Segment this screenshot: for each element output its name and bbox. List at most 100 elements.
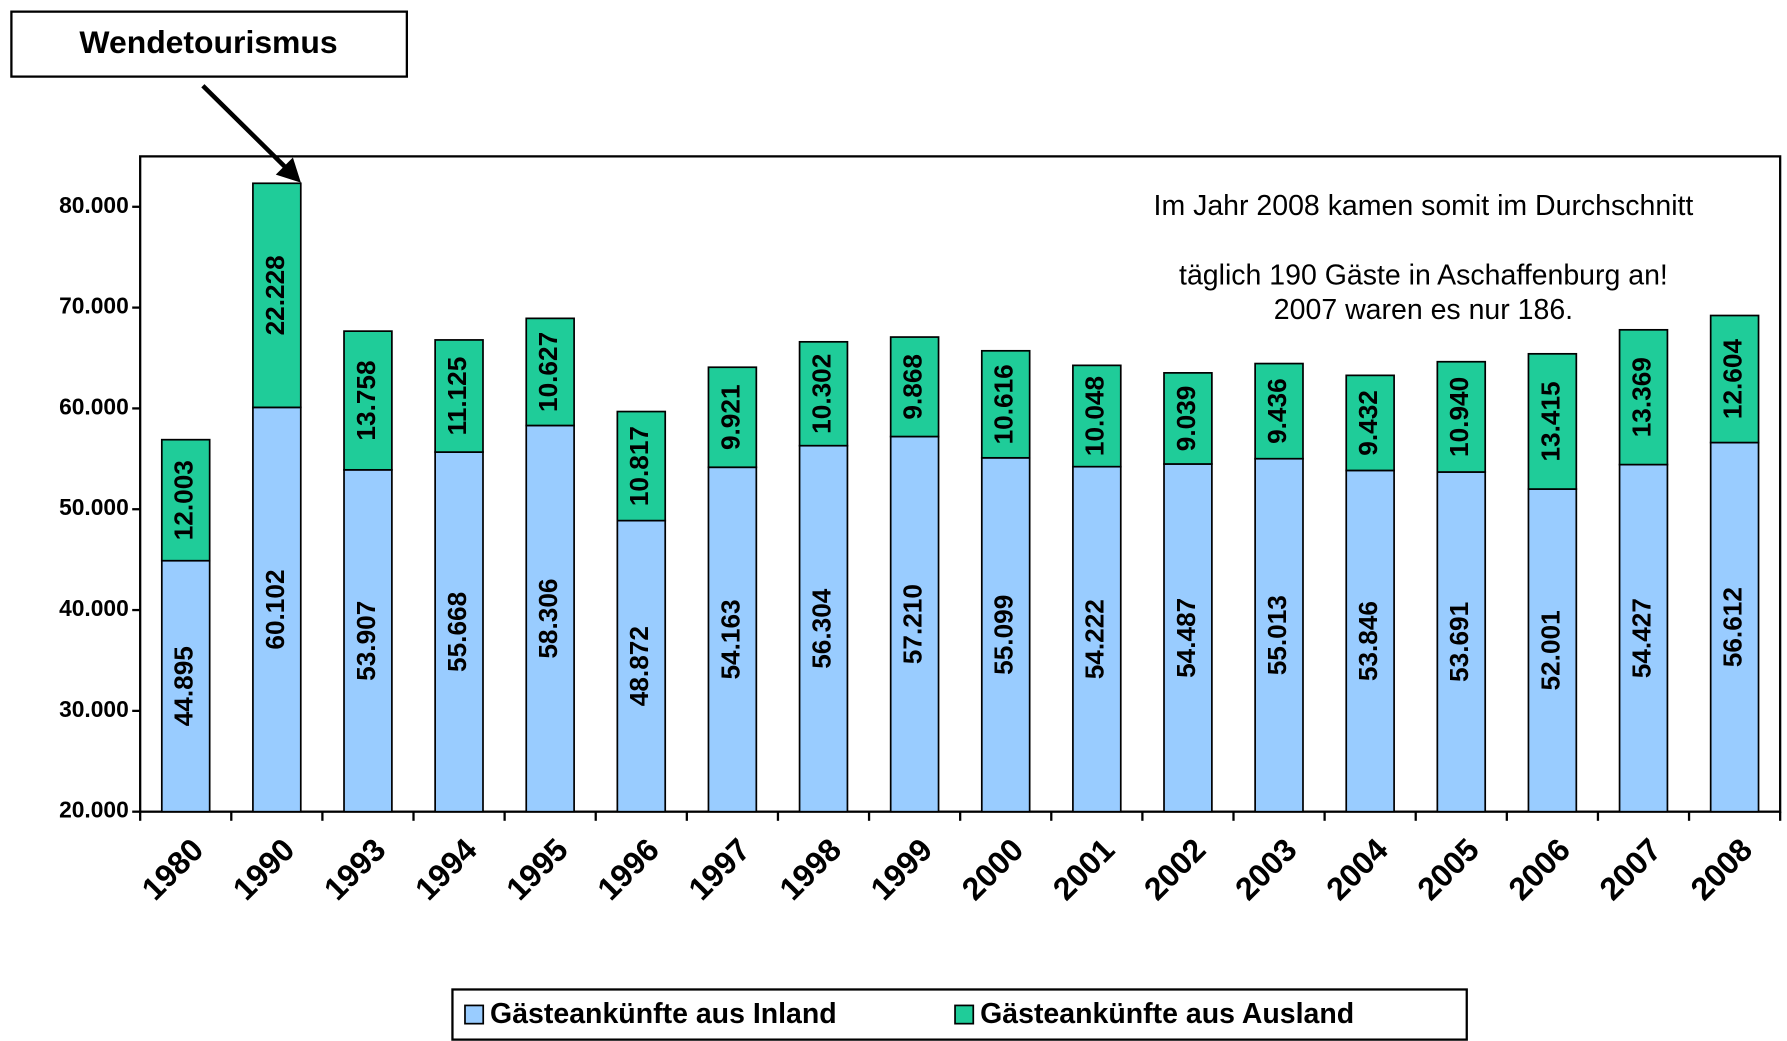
bar [798, 444, 849, 813]
legend-swatch [464, 1004, 485, 1025]
value-label: 57.210 [898, 584, 928, 664]
note: Im Jahr 2008 kamen somit im Durchschnitt [1154, 190, 1694, 222]
x-tick-label: 1997 [681, 831, 757, 907]
bar [1345, 374, 1395, 472]
x-tick-label: 2004 [1319, 831, 1395, 907]
bar [434, 339, 484, 453]
y-tick-label: 40.000 [59, 595, 129, 621]
x-tick-label: 1999 [864, 831, 940, 907]
bar [889, 435, 940, 813]
value-label: 13.415 [1535, 381, 1565, 461]
bar [616, 410, 667, 522]
bar [1709, 314, 1760, 444]
value-label: 58.306 [533, 579, 563, 659]
legend-label: Gästeankünfte aus Inland [490, 998, 837, 1030]
value-label: 54.163 [715, 599, 745, 679]
value-label: 60.102 [260, 569, 290, 649]
value-label: 56.612 [1718, 587, 1748, 667]
x-tick-label: 1980 [135, 831, 211, 907]
value-label: 12.604 [1718, 339, 1748, 420]
bar [160, 559, 211, 813]
value-label: 10.817 [624, 426, 654, 506]
annotation-arrow [201, 84, 293, 174]
value-label: 13.758 [351, 360, 381, 440]
x-tick-label: 1995 [499, 831, 575, 907]
x-tick-label: 2008 [1684, 831, 1760, 907]
bar [1163, 463, 1213, 813]
bar [252, 182, 302, 409]
annotation: Wendetourismus [79, 24, 337, 60]
value-label: 10.302 [806, 354, 836, 434]
x-tick-label: 2000 [955, 831, 1031, 907]
bar [343, 468, 393, 813]
value-label: 53.846 [1353, 601, 1383, 681]
y-tick-label: 50.000 [59, 494, 129, 520]
x-tick-label: 1994 [408, 831, 484, 907]
bar [1345, 469, 1395, 813]
bar [1436, 360, 1487, 473]
bar [707, 466, 758, 813]
annotation-arrowhead [275, 157, 301, 183]
note: 2007 waren es nur 186. [1274, 294, 1573, 326]
legend-swatch [954, 1004, 975, 1025]
bar [1709, 441, 1760, 813]
bar [707, 366, 758, 469]
value-label: 44.895 [169, 646, 199, 726]
value-label: 9.436 [1262, 378, 1292, 444]
value-label: 12.003 [169, 460, 199, 540]
bar [1527, 352, 1578, 490]
x-tick-label: 1990 [226, 831, 302, 907]
value-label: 56.304 [806, 588, 836, 669]
value-label: 10.048 [1080, 376, 1110, 456]
legend-label: Gästeankünfte aus Ausland [980, 998, 1354, 1030]
value-label: 9.921 [715, 384, 745, 450]
x-tick-label: 2003 [1228, 831, 1304, 907]
x-tick-label: 2006 [1501, 831, 1577, 907]
bar [1072, 465, 1122, 813]
value-label: 10.616 [989, 364, 1019, 444]
bar [1436, 471, 1487, 813]
bar [1072, 364, 1122, 468]
value-label: 9.432 [1353, 390, 1383, 456]
value-label: 53.691 [1444, 602, 1474, 682]
value-label: 54.222 [1080, 599, 1110, 679]
x-tick-label: 1998 [772, 831, 848, 907]
bar [889, 336, 940, 438]
value-label: 52.001 [1535, 610, 1565, 690]
value-label: 48.872 [624, 626, 654, 706]
value-label: 55.013 [1262, 595, 1292, 675]
bar [1618, 463, 1669, 813]
bar [160, 438, 211, 562]
bar [434, 451, 484, 813]
bar [1254, 362, 1304, 460]
x-tick-label: 2007 [1592, 831, 1668, 907]
value-label: 9.039 [1171, 386, 1201, 452]
bar [1527, 488, 1578, 813]
bar [1618, 328, 1669, 466]
y-tick-label: 60.000 [59, 393, 129, 419]
y-tick-label: 20.000 [59, 797, 129, 823]
bar [798, 340, 849, 447]
bar [1163, 372, 1213, 465]
value-label: 53.907 [351, 601, 381, 681]
value-label: 9.868 [898, 354, 928, 420]
x-tick-label: 2001 [1046, 831, 1122, 907]
bar [525, 424, 575, 813]
bar [980, 349, 1031, 459]
value-label: 13.369 [1626, 357, 1656, 437]
note: täglich 190 Gäste in Aschaffenburg an! [1179, 260, 1668, 292]
bar [525, 317, 575, 427]
value-label: 10.940 [1444, 377, 1474, 457]
bar [616, 519, 667, 813]
bar [343, 330, 393, 471]
value-label: 55.668 [442, 592, 472, 672]
value-label: 11.125 [442, 357, 472, 436]
value-label: 22.228 [260, 255, 290, 335]
y-tick-label: 70.000 [59, 293, 129, 319]
y-tick-label: 80.000 [59, 192, 129, 218]
x-tick-label: 2002 [1137, 831, 1213, 907]
x-tick-label: 1996 [590, 831, 666, 907]
value-label: 54.487 [1171, 598, 1201, 678]
value-label: 10.627 [533, 332, 563, 412]
